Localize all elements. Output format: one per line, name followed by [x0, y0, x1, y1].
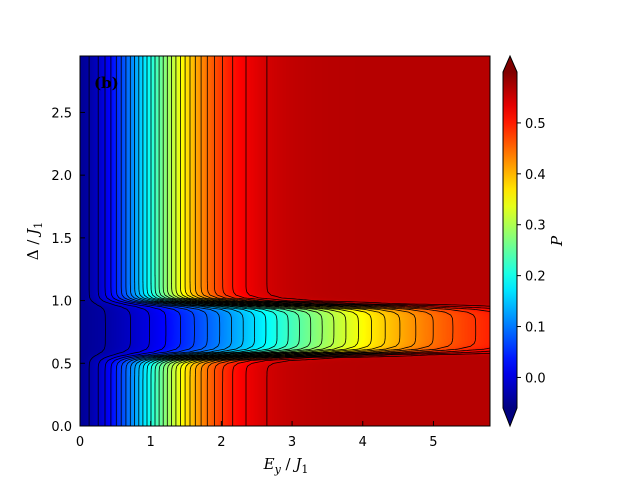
contour-line	[189, 56, 386, 426]
y-tick-label: 2.0	[51, 169, 72, 184]
svg-text:Δ / J1: Δ / J1	[24, 222, 45, 260]
plot-frame	[79, 55, 491, 427]
panel-label: (b)	[94, 74, 119, 92]
contour-line	[245, 56, 490, 426]
contour-line	[175, 56, 347, 426]
colorbar-tick-label: 0.3	[525, 219, 546, 234]
colorbar-frame	[502, 54, 518, 428]
contour-line	[115, 56, 181, 426]
contour-line	[232, 56, 490, 426]
contour-line	[266, 56, 490, 426]
colorbar-min-extension	[503, 408, 517, 426]
colorbar: 0.0 0.1 0.2 0.3 0.4 0.5 P	[502, 54, 566, 428]
x-axis-ticks: 0 1 2 3 4 5	[76, 421, 438, 450]
y-tick-label: 2.5	[51, 106, 72, 121]
svg-text:Ey / J1: Ey / J1	[263, 455, 309, 476]
colorbar-tick-label: 0.1	[525, 321, 546, 336]
plot-area: 0 1 2 3 4 5 0.0 0.5 1.0 1.5 2.0 2.5 (b)	[51, 55, 491, 450]
contour-line	[120, 56, 195, 426]
colorbar-tick-label: 0.4	[525, 168, 546, 183]
y-axis-label: Δ / J1	[24, 222, 45, 260]
y-axis-ticks: 0.0 0.5 1.0 1.5 2.0 2.5	[51, 106, 85, 435]
contour-line	[214, 56, 454, 426]
contour-line	[110, 56, 167, 426]
colorbar-tick-label: 0.2	[525, 270, 546, 285]
colorbar-ticks: 0.0 0.1 0.2 0.3 0.4 0.5	[517, 117, 546, 386]
contour-line	[97, 56, 131, 426]
colorbar-body	[503, 72, 517, 408]
heatmap-image	[80, 56, 490, 426]
x-axis-label: Ey / J1	[263, 455, 309, 476]
x-tick-label: 2	[217, 435, 225, 450]
y-tick-label: 0.0	[51, 420, 72, 435]
colorbar-max-extension	[503, 56, 517, 72]
contour-line	[194, 56, 401, 426]
contour-line	[184, 56, 372, 426]
x-tick-label: 4	[359, 435, 367, 450]
contour-line	[154, 56, 289, 426]
contour-line	[125, 56, 208, 426]
contour-line	[142, 56, 255, 426]
x-tick-label: 3	[288, 435, 296, 450]
contour-line	[166, 56, 323, 426]
contour-line	[88, 56, 106, 426]
x-tick-label: 0	[76, 435, 84, 450]
y-tick-label: 1.0	[51, 295, 72, 310]
contour-line	[162, 56, 312, 426]
contour-line	[138, 56, 244, 426]
contour-line	[206, 56, 434, 426]
y-tick-label: 0.5	[51, 357, 72, 372]
colorbar-tick-label: 0.5	[525, 117, 546, 132]
contour-line	[171, 56, 335, 426]
x-tick-label: 5	[429, 435, 437, 450]
contour-line	[104, 56, 150, 426]
contour-line	[200, 56, 417, 426]
contour-line	[146, 56, 267, 426]
contour-line	[180, 56, 359, 426]
contour-line	[134, 56, 232, 426]
y-tick-label: 1.5	[51, 232, 72, 247]
contour-line	[222, 56, 477, 426]
colorbar-tick-label: 0.0	[525, 371, 546, 386]
contour-line	[158, 56, 300, 426]
x-tick-label: 1	[147, 435, 155, 450]
contour-lines	[88, 56, 490, 426]
colorbar-label: P	[548, 235, 566, 247]
contour-line	[129, 56, 221, 426]
